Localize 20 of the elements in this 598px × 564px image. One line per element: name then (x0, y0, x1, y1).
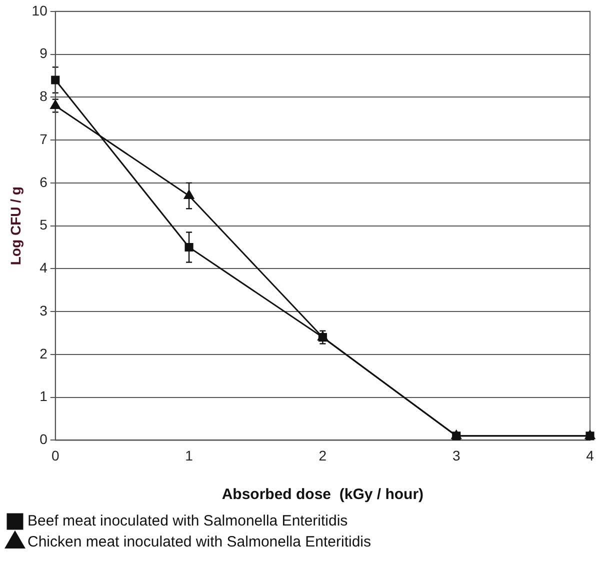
y-tick-label: 3 (40, 302, 48, 318)
y-tick-label: 1 (40, 388, 48, 404)
y-tick-label: 2 (40, 345, 48, 362)
y-tick-label: 4 (40, 260, 48, 276)
x-tick-label: 0 (51, 447, 60, 464)
y-tick-label: 0 (40, 431, 48, 448)
y-tick-label: 7 (40, 130, 48, 147)
y-tick-label: 10 (32, 2, 48, 18)
y-axis-title: Log CFU / g (7, 186, 24, 266)
y-tick-label: 9 (40, 45, 48, 62)
y-tick-label: 5 (40, 216, 48, 233)
x-tick-label: 2 (318, 447, 327, 464)
x-tick-label: 3 (452, 447, 460, 464)
x-tick-label: 1 (185, 447, 194, 464)
x-axis-title: Absorbed dose (kGy / hour) (222, 486, 424, 504)
legend-label: Beef meat inoculated with Salmonella Enteritidis (28, 512, 348, 530)
legend-label: Chicken meat inoculated with Salmonella Enteritidis (28, 534, 372, 551)
y-tick-label: 6 (40, 174, 48, 190)
x-tick-label: 4 (586, 447, 594, 464)
y-tick-label: 8 (40, 88, 48, 104)
